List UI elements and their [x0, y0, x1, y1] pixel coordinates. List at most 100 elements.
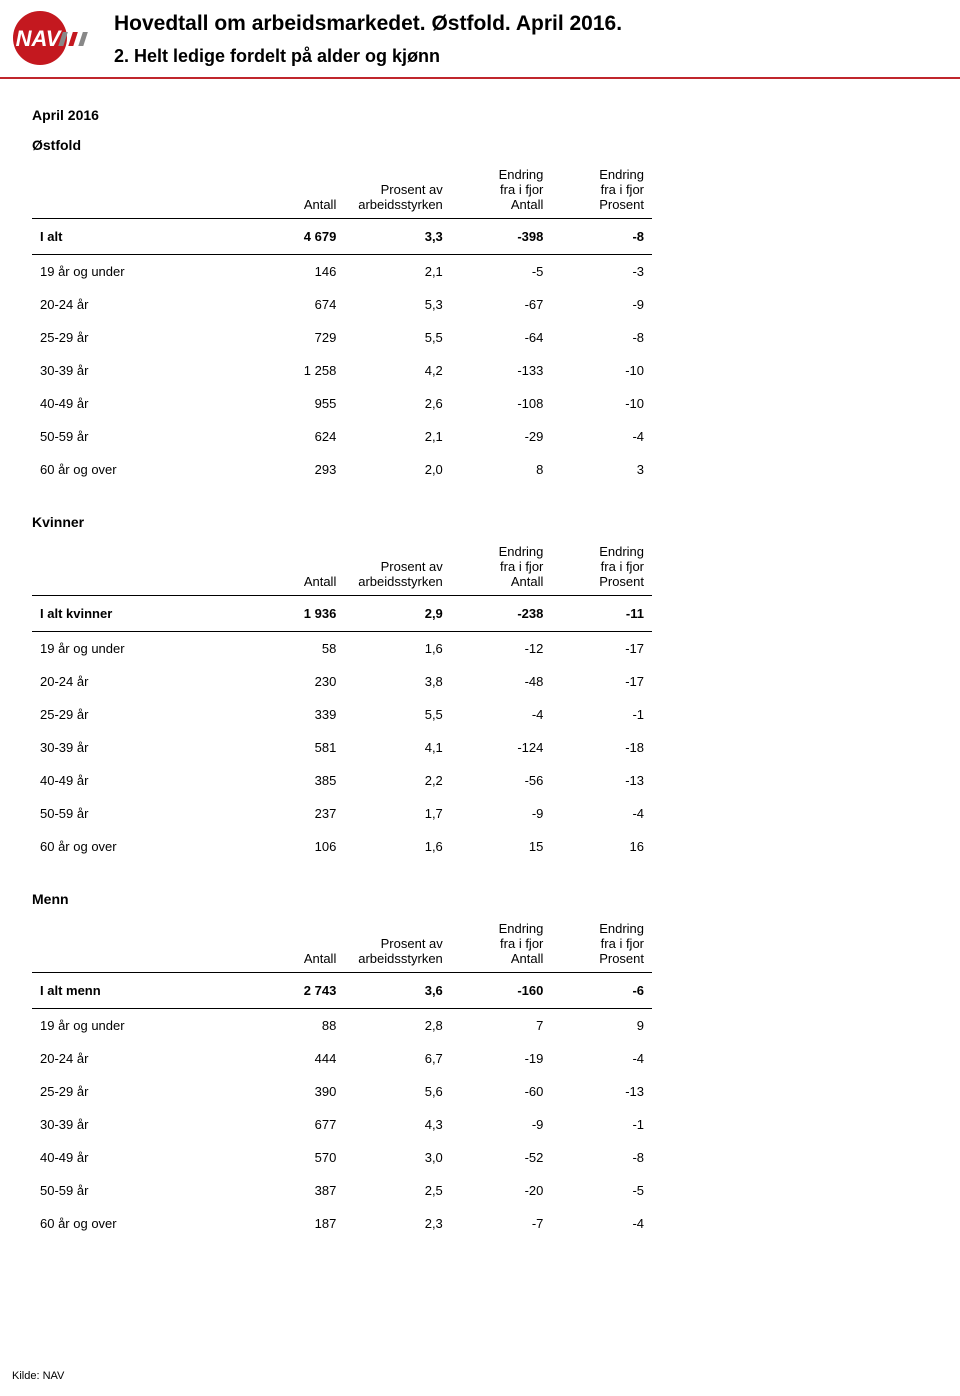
cell: 6,7 [344, 1042, 450, 1075]
source-footer: Kilde: NAV [12, 1370, 64, 1382]
cell: -238 [451, 596, 552, 632]
page-subtitle: 2. Helt ledige fordelt på alder og kjønn [114, 46, 940, 67]
row-label: 30-39 år [32, 1108, 244, 1141]
cell: 4,1 [344, 731, 450, 764]
table-total-row: I alt menn2 7433,6-160-6 [32, 973, 652, 1009]
cell: 5,5 [344, 321, 450, 354]
cell: 387 [244, 1174, 345, 1207]
cell: -160 [451, 973, 552, 1009]
cell: 570 [244, 1141, 345, 1174]
row-label: 20-24 år [32, 665, 244, 698]
cell: -17 [551, 632, 652, 666]
row-label: 50-59 år [32, 797, 244, 830]
row-label: 19 år og under [32, 255, 244, 289]
cell: -7 [451, 1207, 552, 1240]
row-label: 40-49 år [32, 387, 244, 420]
cell: 2,3 [344, 1207, 450, 1240]
cell: 237 [244, 797, 345, 830]
table-row: 25-29 år7295,5-64-8 [32, 321, 652, 354]
table-row: 50-59 år3872,5-20-5 [32, 1174, 652, 1207]
cell: 230 [244, 665, 345, 698]
cell: -48 [451, 665, 552, 698]
table-row: 60 år og over1872,3-7-4 [32, 1207, 652, 1240]
logo-wrap: NAV [12, 10, 100, 71]
cell: -8 [551, 321, 652, 354]
table-total-row: I alt kvinner1 9362,9-238-11 [32, 596, 652, 632]
table-row: 20-24 år4446,7-19-4 [32, 1042, 652, 1075]
col-header: Endringfra i fjorProsent [551, 917, 652, 973]
cell: 624 [244, 420, 345, 453]
section-heading: Menn [32, 891, 940, 907]
content: April 2016 Østfold AntallProsent avarbei… [0, 79, 960, 1260]
nav-logo-icon: NAV [12, 10, 100, 66]
cell: -4 [551, 1042, 652, 1075]
table-row: 60 år og over2932,083 [32, 453, 652, 486]
data-table: AntallProsent avarbeidsstyrkenEndringfra… [32, 917, 652, 1240]
cell: -9 [451, 797, 552, 830]
row-label: I alt menn [32, 973, 244, 1009]
cell: -64 [451, 321, 552, 354]
table-row: 25-29 år3395,5-4-1 [32, 698, 652, 731]
page-title: Hovedtall om arbeidsmarkedet. Østfold. A… [114, 12, 940, 36]
cell: 444 [244, 1042, 345, 1075]
cell: -18 [551, 731, 652, 764]
col-header: Endringfra i fjorAntall [451, 540, 552, 596]
col-header: Prosent avarbeidsstyrken [344, 540, 450, 596]
cell: 3,0 [344, 1141, 450, 1174]
cell: -9 [451, 1108, 552, 1141]
cell: -4 [451, 698, 552, 731]
col-header: Antall [244, 917, 345, 973]
row-label: 40-49 år [32, 764, 244, 797]
row-label: 19 år og under [32, 1009, 244, 1043]
cell: -5 [551, 1174, 652, 1207]
row-label: 40-49 år [32, 1141, 244, 1174]
table-row: 30-39 år6774,3-9-1 [32, 1108, 652, 1141]
cell: 2,6 [344, 387, 450, 420]
cell: -4 [551, 797, 652, 830]
cell: 339 [244, 698, 345, 731]
table-row: 25-29 år3905,6-60-13 [32, 1075, 652, 1108]
cell: 674 [244, 288, 345, 321]
cell: 1 258 [244, 354, 345, 387]
cell: 3,6 [344, 973, 450, 1009]
table-row: 40-49 år9552,6-108-10 [32, 387, 652, 420]
cell: -1 [551, 1108, 652, 1141]
table-row: 30-39 år1 2584,2-133-10 [32, 354, 652, 387]
cell: -6 [551, 973, 652, 1009]
cell: -124 [451, 731, 552, 764]
row-label: I alt kvinner [32, 596, 244, 632]
cell: -17 [551, 665, 652, 698]
cell: 1,6 [344, 632, 450, 666]
table-row: 19 år og under882,879 [32, 1009, 652, 1043]
col-header: Endringfra i fjorAntall [451, 917, 552, 973]
cell: -4 [551, 1207, 652, 1240]
cell: -398 [451, 219, 552, 255]
cell: -10 [551, 354, 652, 387]
cell: -11 [551, 596, 652, 632]
cell: -5 [451, 255, 552, 289]
cell: 88 [244, 1009, 345, 1043]
cell: 3 [551, 453, 652, 486]
cell: 390 [244, 1075, 345, 1108]
cell: 2,0 [344, 453, 450, 486]
row-label: 30-39 år [32, 354, 244, 387]
table-row: 20-24 år2303,8-48-17 [32, 665, 652, 698]
col-header-label [32, 163, 244, 219]
cell: 1 936 [244, 596, 345, 632]
row-label: 50-59 år [32, 420, 244, 453]
row-label: 25-29 år [32, 698, 244, 731]
cell: 385 [244, 764, 345, 797]
logo-text: NAV [16, 26, 63, 51]
data-table: AntallProsent avarbeidsstyrkenEndringfra… [32, 540, 652, 863]
cell: -12 [451, 632, 552, 666]
cell: 187 [244, 1207, 345, 1240]
cell: -56 [451, 764, 552, 797]
cell: -1 [551, 698, 652, 731]
row-label: 50-59 år [32, 1174, 244, 1207]
cell: 2,1 [344, 255, 450, 289]
cell: 106 [244, 830, 345, 863]
cell: 2,8 [344, 1009, 450, 1043]
cell: -9 [551, 288, 652, 321]
table-row: 60 år og over1061,61516 [32, 830, 652, 863]
table-row: 40-49 år3852,2-56-13 [32, 764, 652, 797]
